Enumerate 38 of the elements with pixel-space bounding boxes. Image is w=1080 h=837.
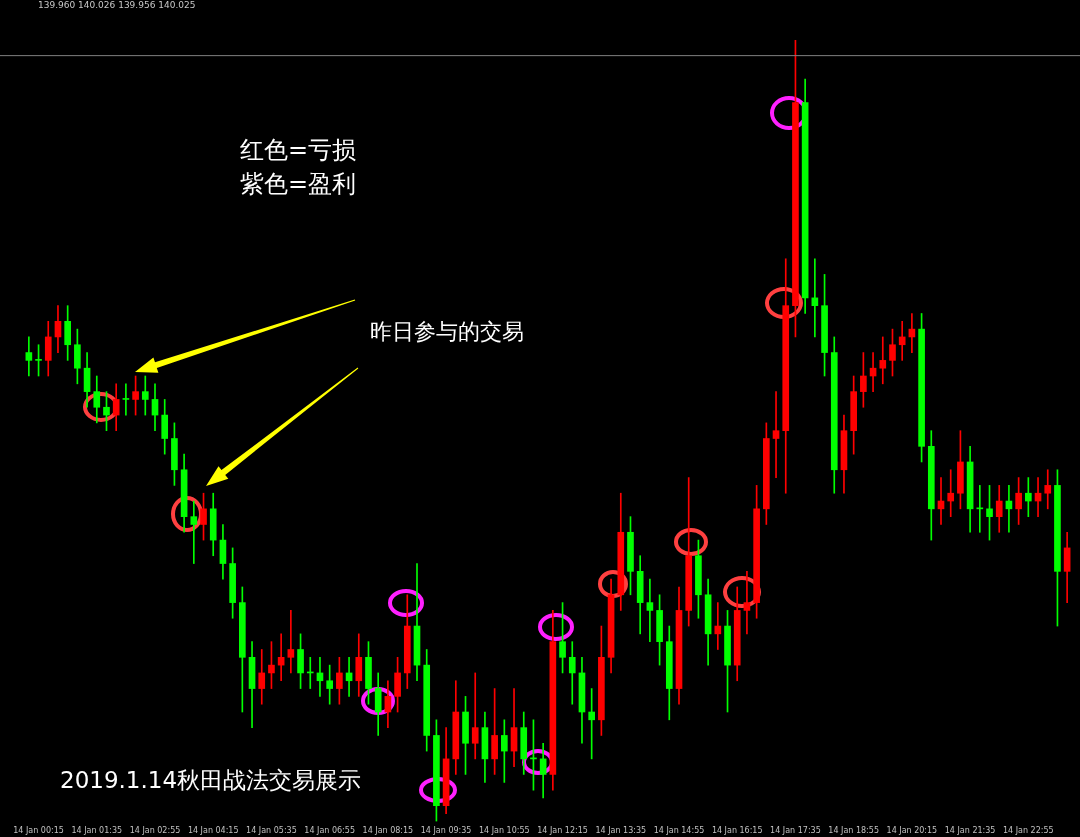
annotation: 昨日参与的交易	[370, 318, 524, 344]
candlestick	[947, 469, 955, 517]
candlestick	[898, 320, 906, 361]
x-tick-label: 14 Jan 18:55	[828, 826, 879, 836]
chart-subtitle: 139.960 140.026 139.956 140.025	[38, 0, 196, 11]
x-tick-label: 14 Jan 08:15	[362, 826, 414, 836]
x-tick-label: 14 Jan 17:35	[770, 826, 821, 836]
x-tick-label: 14 Jan 22:55	[1003, 826, 1054, 836]
annotation: 2019.1.14秋田战法交易展示	[60, 766, 362, 793]
x-tick-label: 14 Jan 20:15	[886, 826, 938, 836]
x-tick-label: 14 Jan 13:35	[595, 826, 647, 836]
x-tick-label: 14 Jan 09:35	[420, 826, 472, 836]
candlestick	[1044, 469, 1052, 510]
candlestick	[122, 383, 130, 416]
annotation: 紫色=盈利	[240, 170, 357, 199]
x-tick-label: 14 Jan 10:55	[479, 826, 530, 836]
candlestick	[25, 336, 33, 377]
candlestick	[714, 602, 722, 650]
candlestick	[743, 571, 751, 635]
candlestick	[772, 391, 780, 478]
x-tick-label: 14 Jan 04:15	[187, 826, 239, 836]
x-tick-label: 14 Jan 14:55	[653, 826, 705, 836]
x-tick-label: 14 Jan 05:35	[246, 826, 297, 836]
x-tick-label: 14 Jan 02:55	[129, 826, 181, 836]
x-tick-label: 14 Jan 16:15	[711, 826, 763, 836]
candlestick	[471, 672, 479, 760]
candlestick	[879, 336, 887, 385]
candlestick	[190, 500, 198, 564]
annotation: 红色=亏损	[240, 136, 357, 165]
candlestick	[287, 610, 295, 674]
x-tick-label: 14 Jan 06:55	[304, 826, 355, 836]
candlestick	[646, 578, 654, 643]
x-tick-label: 14 Jan 21:35	[944, 826, 996, 836]
x-tick-label: 14 Jan 00:15	[13, 826, 64, 836]
x-tick-label: 14 Jan 01:35	[71, 826, 123, 836]
candlestick	[141, 375, 149, 416]
x-tick-label: 14 Jan 12:15	[537, 826, 588, 836]
candlestick	[568, 641, 576, 705]
